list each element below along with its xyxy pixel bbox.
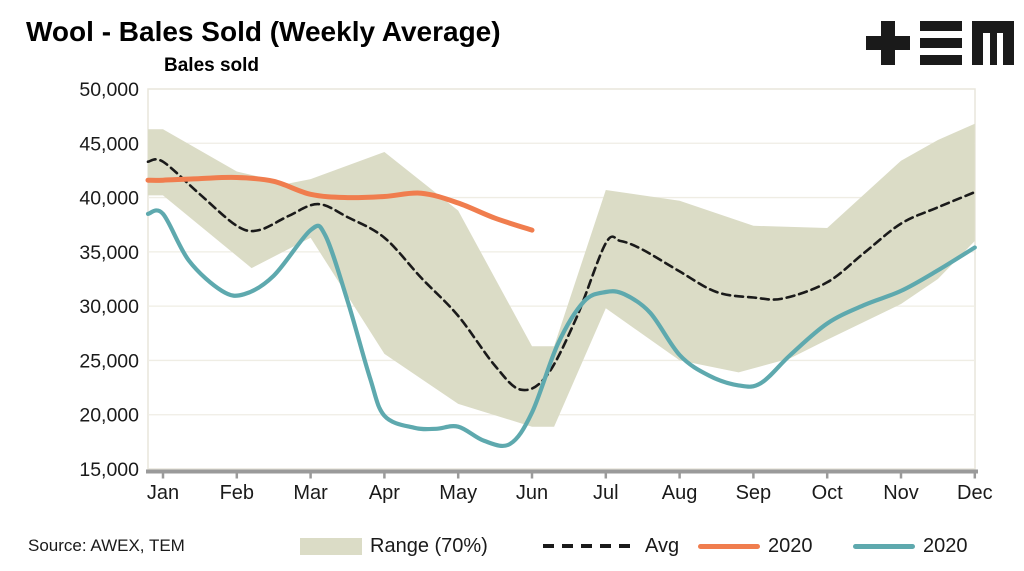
legend-item-1: Avg <box>543 533 679 559</box>
legend-swatch-area <box>300 537 362 555</box>
plot-border <box>147 88 976 470</box>
chart-title: Wool - Bales Sold (Weekly Average) <box>26 16 501 47</box>
logo-plus-icon <box>866 21 910 65</box>
logo-m-icon <box>972 21 1014 65</box>
source-note: Source: AWEX, TEM <box>28 536 185 555</box>
logo-triple-bar-icon <box>920 21 962 65</box>
legend-item-0: Range (70%) <box>300 533 488 559</box>
legend-swatch-dashed-line <box>543 544 637 548</box>
tem-logo-graphic <box>866 21 1014 65</box>
x-tick-label: Aug <box>662 482 698 504</box>
legend-item-3: 2020 <box>853 533 968 559</box>
x-tick-label: Nov <box>883 482 919 504</box>
y-axis-title: Bales sold <box>164 55 260 76</box>
y-tick-label: 25,000 <box>79 350 139 372</box>
legend: Range (70%) Avg 2020 2020 <box>0 533 1024 559</box>
legend-label: 2020 <box>923 534 968 557</box>
y-tick-label: 45,000 <box>79 133 139 155</box>
legend-label: Range (70%) <box>370 534 488 557</box>
x-tick-label: Dec <box>957 482 993 504</box>
series-2020-orange-line <box>145 174 535 233</box>
x-tick-label: Jun <box>516 482 548 504</box>
legend-item-2: 2020 <box>698 533 813 559</box>
legend-swatch-line <box>698 543 760 549</box>
x-tick-label: Apr <box>369 482 400 504</box>
x-tick-label: Sep <box>736 482 772 504</box>
x-tick-label: May <box>439 482 477 504</box>
y-tick-label: 35,000 <box>79 242 139 264</box>
y-tick-label: 20,000 <box>79 405 139 427</box>
x-tick-label: Mar <box>293 482 328 504</box>
y-tick-label: 15,000 <box>79 459 139 481</box>
x-tick-label: Jul <box>593 482 619 504</box>
legend-swatch-line <box>853 543 915 549</box>
tem-logo <box>866 21 1014 67</box>
x-tick-label: Oct <box>812 482 844 504</box>
y-tick-label: 30,000 <box>79 296 139 318</box>
y-tick-label: 40,000 <box>79 188 139 210</box>
x-tick-label: Feb <box>220 482 254 504</box>
series-2020-teal-line <box>145 208 977 448</box>
y-tick-label: 50,000 <box>79 79 139 101</box>
legend-label: 2020 <box>768 534 813 557</box>
x-tick-label: Jan <box>147 482 179 504</box>
legend-label: Avg <box>645 534 680 557</box>
